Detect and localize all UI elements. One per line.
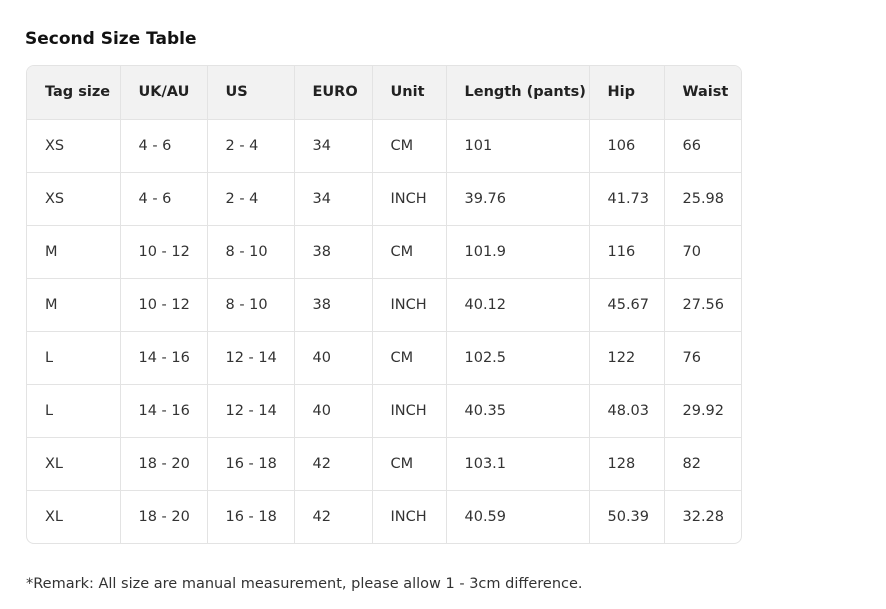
table-cell: 39.76 xyxy=(446,172,590,226)
table-cell: 40.59 xyxy=(446,490,590,543)
table-title: Second Size Table xyxy=(25,29,197,49)
table-row: L 14 - 16 12 - 14 40 CM 102.5 122 76 xyxy=(27,331,741,385)
table-cell: 42 xyxy=(294,490,373,543)
remark-note: *Remark: All size are manual measurement… xyxy=(26,576,583,592)
table-row: M 10 - 12 8 - 10 38 CM 101.9 116 70 xyxy=(27,225,741,279)
table-cell: 38 xyxy=(294,225,373,279)
table-row: M 10 - 12 8 - 10 38 INCH 40.12 45.67 27.56 xyxy=(27,278,741,332)
table-cell: 32.28 xyxy=(682,508,725,525)
column-header: Hip xyxy=(589,66,665,120)
table-cell: 102.5 xyxy=(446,331,590,385)
column-header: Waist xyxy=(664,66,741,120)
table-cell: INCH xyxy=(372,278,447,332)
table-cell: 48.03 xyxy=(589,384,665,438)
column-header: UK/AU xyxy=(120,66,208,120)
table-cell: 50.39 xyxy=(589,490,665,543)
table-cell: 4 - 6 xyxy=(120,172,208,226)
table-cell: 38 xyxy=(294,278,373,332)
table-cell: 27.56 xyxy=(664,278,741,332)
table-cell: 70 xyxy=(664,225,741,279)
table-cell: 16 - 18 xyxy=(207,490,295,543)
table-cell: XL xyxy=(27,437,121,491)
table-cell: 12 - 14 xyxy=(207,384,295,438)
table-cell: 82 xyxy=(664,437,741,491)
table-cell: 14 - 16 xyxy=(120,331,208,385)
table-cell: 76 xyxy=(664,331,741,385)
table-cell: 10 - 12 xyxy=(120,225,208,279)
table-cell: 25.98 xyxy=(664,172,741,226)
column-header: Length (pants) xyxy=(446,66,590,120)
table-row: XL 18 - 20 16 - 18 42 CM 103.1 128 82 xyxy=(27,437,741,491)
table-cell: 2 - 4 xyxy=(207,172,295,226)
header-row: Tag size UK/AU US EURO Unit Length (pants) Hip… xyxy=(27,66,741,120)
table-cell: 4 - 6 xyxy=(120,119,208,173)
table-cell: 34 xyxy=(294,172,373,226)
column-header: US xyxy=(207,66,295,120)
size-table-container: Tag size UK/AU US EURO Unit Length (pants) Hip… xyxy=(26,65,742,544)
table-cell: CM xyxy=(372,225,447,279)
table-cell: 101 xyxy=(446,119,590,173)
column-header: Unit xyxy=(372,66,447,120)
table-cell: 10 - 12 xyxy=(120,278,208,332)
table-cell: XS xyxy=(27,172,121,226)
table-cell: 18 - 20 xyxy=(120,490,208,543)
table-cell: 8 - 10 xyxy=(207,278,295,332)
table-cell: L xyxy=(27,331,121,385)
table-cell: 2 - 4 xyxy=(207,119,295,173)
table-cell: L xyxy=(27,384,121,438)
table-cell: 40.35 xyxy=(446,384,590,438)
table-cell: 45.67 xyxy=(589,278,665,332)
table-cell: 66 xyxy=(664,119,741,173)
table-cell: 40.12 xyxy=(446,278,590,332)
table-cell: 8 - 10 xyxy=(207,225,295,279)
table-cell: 42 xyxy=(294,437,373,491)
size-table: Tag size UK/AU US EURO Unit Length (pants) Hip… xyxy=(27,66,741,543)
table-cell: INCH xyxy=(372,172,447,226)
table-row: L 14 - 16 12 - 14 40 INCH 40.35 48.03 29.92 xyxy=(27,384,741,438)
table-cell: M xyxy=(27,278,121,332)
table-cell: XS xyxy=(27,119,121,173)
table-cell: 18 - 20 xyxy=(120,437,208,491)
table-cell: 41.73 xyxy=(589,172,665,226)
table-cell: INCH xyxy=(372,490,447,543)
table-cell: CM xyxy=(372,119,447,173)
table-cell: CM xyxy=(372,331,447,385)
table-cell: CM xyxy=(372,437,447,491)
table-cell: INCH xyxy=(372,384,447,438)
table-cell: 106 xyxy=(589,119,665,173)
table-cell: 40 xyxy=(294,384,373,438)
table-cell: XL xyxy=(27,490,121,543)
table-cell: 29.92 xyxy=(664,384,741,438)
table-cell: 103.1 xyxy=(446,437,590,491)
column-header: Tag size xyxy=(27,66,121,120)
table-cell: 116 xyxy=(589,225,665,279)
table-row: XL 18 - 20 16 - 18 42 INCH 40.59 50.39 32.28 xyxy=(27,490,741,543)
table-cell: 14 - 16 xyxy=(120,384,208,438)
table-cell: 34 xyxy=(294,119,373,173)
table-cell: 40 xyxy=(294,331,373,385)
table-cell: 12 - 14 xyxy=(207,331,295,385)
table-cell: M xyxy=(27,225,121,279)
table-cell: 128 xyxy=(589,437,665,491)
column-header: EURO xyxy=(294,66,373,120)
table-cell: 101.9 xyxy=(446,225,590,279)
table-cell: 122 xyxy=(589,331,665,385)
table-cell: 16 - 18 xyxy=(207,437,295,491)
